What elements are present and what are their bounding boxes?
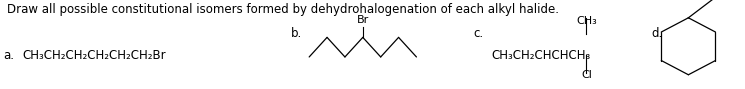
Text: Br: Br [357,15,369,25]
Text: d.: d. [652,27,663,40]
Text: I: I [720,0,723,3]
Text: CH₃CH₂CHCHCH₃: CH₃CH₂CHCHCH₃ [492,49,591,62]
Text: a.: a. [4,49,15,62]
Text: Draw all possible constitutional isomers formed by dehydrohalogenation of each a: Draw all possible constitutional isomers… [7,3,559,16]
Text: c.: c. [473,27,484,40]
Text: Cl: Cl [581,70,592,80]
Text: CH₃: CH₃ [576,16,597,26]
Text: b.: b. [291,27,302,40]
Text: CH₃CH₂CH₂CH₂CH₂CH₂Br: CH₃CH₂CH₂CH₂CH₂CH₂Br [22,49,166,62]
